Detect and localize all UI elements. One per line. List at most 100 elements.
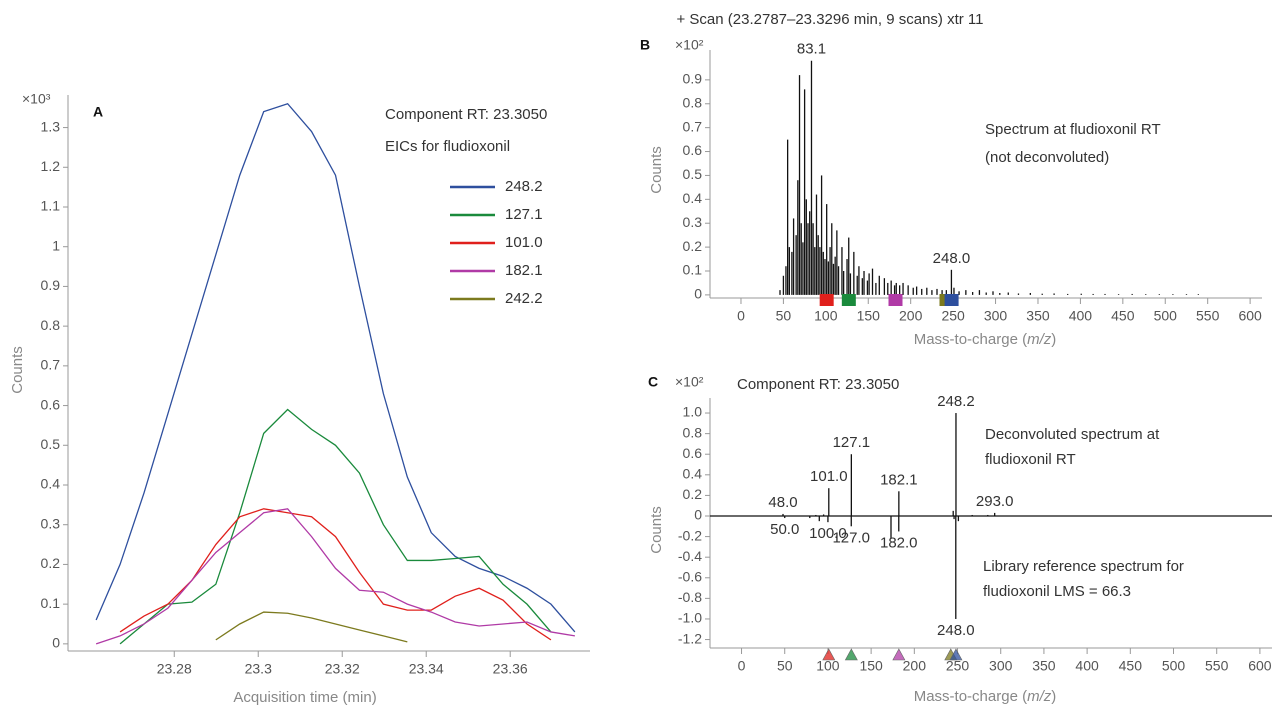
x-axis-title-part: ) [1051,331,1056,348]
x-tick-label: 350 [1026,308,1050,324]
x-tick-label: 150 [857,308,881,324]
x-tick-label: 350 [1032,658,1056,674]
x-tick-label: 550 [1205,658,1229,674]
y-tick-label: 0.4 [683,466,703,482]
y-tick-label: 1 [52,237,60,253]
x-tick-label: 400 [1075,658,1099,674]
peak-label: 248.0 [933,250,971,267]
y-tick-label: 0.5 [683,166,703,182]
ion-marker [841,294,856,306]
x-tick-label: 450 [1119,658,1143,674]
x-tick-label: 150 [859,658,883,674]
y-tick-label: 0.6 [683,445,703,461]
legend-label: 127.1 [505,206,543,223]
panel-label: C [648,374,658,390]
ion-marker [949,648,963,661]
x-tick-label: 300 [984,308,1008,324]
peak-label: 248.0 [937,622,975,639]
peak-label: 83.1 [797,41,826,58]
ion-marker [819,294,834,306]
ion-marker [822,648,836,661]
ion-marker [892,648,906,661]
y-tick-label: 0 [694,507,702,523]
y-axis-title: Counts [648,146,665,194]
peak-label: 50.0 [770,521,799,538]
x-tick-label: 450 [1111,308,1135,324]
x-tick-label: 600 [1248,658,1272,674]
series-line [95,102,576,633]
ion-marker [888,294,903,306]
x-tick-label: 23.36 [493,661,528,677]
chart-subtitle: Component RT: 23.3050 [737,376,899,393]
x-axis-title-part: m/z [1027,688,1052,705]
x-axis-title-part: m/z [1027,331,1052,348]
x-axis-title: Mass-to-charge (m/z) [914,331,1057,348]
x-axis-title-part: Mass-to-charge ( [914,331,1027,348]
y-tick-label: 0.6 [41,396,61,412]
y-tick-label: 0 [694,286,702,302]
y-tick-label: -0.4 [678,548,702,564]
peak-label: 100.0 [809,525,847,542]
y-tick-label: 1.1 [41,198,61,214]
peak-label: 182.1 [880,471,918,488]
x-tick-label: 23.28 [157,661,192,677]
x-tick-label: 0 [738,658,746,674]
x-axis-title: Mass-to-charge (m/z) [914,688,1057,705]
y-tick-label: 0.8 [683,94,703,110]
x-tick-label: 200 [899,308,923,324]
y-tick-label: 1.3 [41,118,61,134]
unit-label: ×10² [675,37,704,53]
x-tick-label: 0 [737,308,745,324]
peak-label: 293.0 [976,493,1014,510]
series-line [95,508,575,645]
ion-marker [944,294,959,306]
y-axis-title: Counts [9,346,26,394]
ion-marker [844,648,858,661]
x-tick-label: 23.32 [325,661,360,677]
legend-label: 242.2 [505,290,543,307]
x-tick-label: 250 [946,658,970,674]
x-axis-title-part: ) [1051,688,1056,705]
y-tick-label: 0.4 [683,190,703,206]
x-tick-label: 400 [1069,308,1093,324]
y-tick-label: 0.8 [683,424,703,440]
x-tick-label: 600 [1238,308,1262,324]
unit-label: ×10³ [22,91,51,107]
y-tick-label: 0.4 [41,476,61,492]
peak-label: 182.0 [880,534,918,551]
y-tick-label: 0.3 [41,515,61,531]
annotation: EICs for fludioxonil [385,138,510,155]
legend-label: 248.2 [505,178,543,195]
y-tick-label: 0.8 [41,317,61,333]
y-tick-label: 0.7 [41,357,61,373]
x-tick-label: 250 [941,308,965,324]
chart-title: + Scan (23.2787–23.3296 min, 9 scans) xt… [677,11,984,28]
y-tick-label: -1.2 [678,630,702,646]
annotation: fludioxonil LMS = 66.3 [983,583,1131,600]
y-tick-label: 0.1 [41,595,61,611]
y-tick-label: 0.2 [683,238,703,254]
y-tick-label: 1.0 [683,404,703,420]
x-tick-label: 100 [814,308,838,324]
annotation: Library reference spectrum for [983,558,1184,575]
x-tick-label: 200 [903,658,927,674]
y-tick-label: 1.2 [41,158,61,174]
y-tick-label: 0.9 [41,277,61,293]
y-tick-label: -0.8 [678,589,702,605]
x-tick-label: 300 [989,658,1013,674]
y-tick-label: 0.7 [683,118,703,134]
y-tick-label: 0.2 [41,555,61,571]
panel-label: A [93,104,103,120]
y-tick-label: -0.6 [678,568,702,584]
x-tick-label: 23.34 [409,661,444,677]
x-tick-label: 550 [1196,308,1220,324]
x-tick-label: 500 [1154,308,1178,324]
unit-label: ×10² [675,374,704,390]
y-tick-label: 0 [52,635,60,651]
y-tick-label: 0.6 [683,142,703,158]
annotation: fludioxonil RT [985,451,1076,468]
y-tick-label: 0.3 [683,214,703,230]
legend-label: 101.0 [505,234,543,251]
legend-label: 182.1 [505,262,543,279]
